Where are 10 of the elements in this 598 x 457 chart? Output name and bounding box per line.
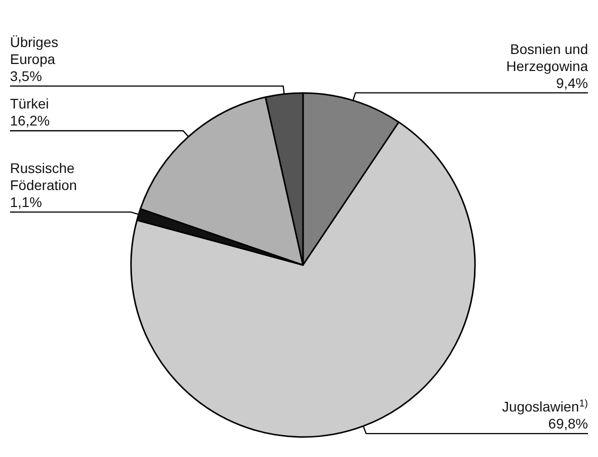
- slice-label: Russische Föderation: [10, 160, 77, 194]
- data-label: 1,1%: [10, 194, 42, 210]
- data-label: 16,2%: [10, 112, 50, 129]
- data-label: 3,5%: [10, 68, 42, 84]
- slice-label: Bosnien und Herzegowina: [506, 40, 588, 74]
- slice-label: Jugoslawien$^{1)}$: [502, 398, 588, 415]
- slice-label: Übriges Europa: [10, 34, 58, 68]
- data-label: 9,4%: [556, 74, 588, 91]
- data-label: 69,8%: [548, 416, 588, 432]
- slice-label: Türkei: [10, 96, 49, 112]
